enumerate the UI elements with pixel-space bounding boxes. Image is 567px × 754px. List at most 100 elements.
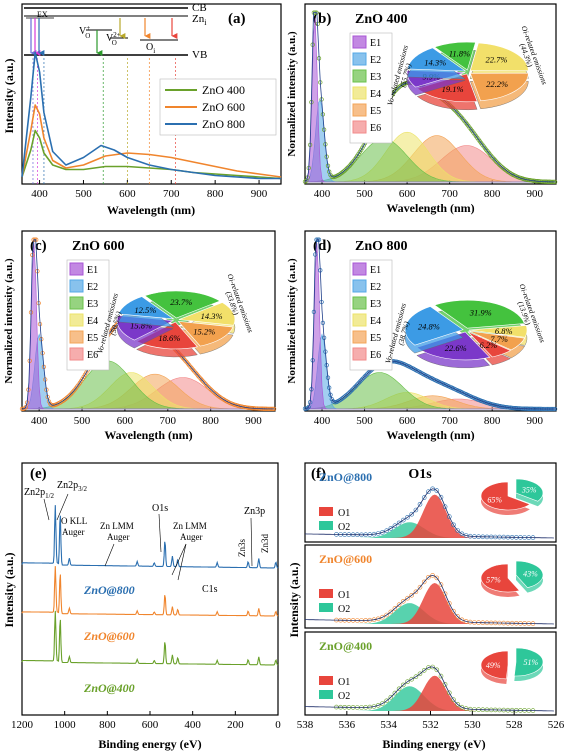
legend-label-pl-c-5: E6 — [87, 350, 98, 361]
f-data-point-0 — [434, 488, 440, 493]
legend-swatch-pl-c-5 — [69, 347, 84, 361]
legend-swatch-pl-c-1 — [69, 279, 84, 293]
f-o1-fill-0 — [305, 494, 556, 538]
legend-label-pl-b-5: E6 — [370, 123, 381, 134]
legend-label-pl-b-0: E1 — [370, 38, 381, 49]
f-data-point-1 — [417, 584, 423, 590]
data-point-pl-c — [211, 389, 216, 395]
data-point-pl-d — [350, 387, 355, 392]
panel-d: (d) ZnO 800 Normalized intensity (a.u.) Wav… — [286, 230, 558, 442]
legend-swatch-pl-b-1 — [352, 52, 367, 66]
pie-slice-pl-d-5 — [404, 306, 464, 346]
x-tick-label-e-6: 0 — [275, 719, 281, 731]
f-data-point-0 — [400, 517, 406, 523]
legend-label-pl-b-2: E3 — [370, 72, 381, 83]
f-envelope-2 — [305, 666, 554, 712]
x-tick-label-f-4: 530 — [464, 719, 481, 731]
data-point-pl-d — [344, 392, 350, 397]
ann-znlmm1: Zn LMM — [100, 521, 134, 531]
f-pie-o1-2 — [480, 650, 509, 680]
legend-label-pl-d-2: E3 — [370, 299, 381, 310]
data-point-pl-b — [346, 164, 351, 170]
data-point-pl-d — [351, 386, 356, 391]
oi-label: Oi — [146, 42, 155, 55]
data-point-pl-c — [207, 386, 212, 391]
data-point-pl-b — [500, 165, 505, 170]
panel-e-series — [21, 505, 279, 666]
xlabel-pl-b: Wavelength (nm) — [386, 201, 474, 215]
data-point-pl-d — [348, 388, 354, 394]
x-tick-label-a-2: 600 — [119, 188, 136, 200]
f-data-point-1 — [430, 573, 435, 578]
ylabel-pl-b: Normalized intensity (a.u.) — [286, 31, 298, 157]
xps-survey-line-0 — [21, 505, 279, 569]
legend-swatch-pl-c-2 — [69, 296, 84, 310]
x-tick-label-pl-d-2: 600 — [399, 415, 416, 427]
legend-swatch-pl-c-0 — [69, 262, 84, 276]
x-tick-label-pl-c-2: 600 — [117, 415, 134, 427]
f-pie-o2-0 — [515, 478, 544, 502]
band-diagram: CB Zni VB EX V+ O V2+ O Oi — [24, 2, 207, 61]
legend-swatch-pl-d-3 — [352, 313, 367, 327]
panel-f-title: O1s — [408, 467, 432, 482]
legend-znO400: ZnO 400 — [202, 83, 245, 97]
pie-value-pl-d-2: 7.7% — [490, 334, 508, 344]
f-data-point-0 — [405, 514, 410, 520]
panel-f-label: (f) — [311, 466, 326, 482]
panel-title-pl-b: ZnO 400 — [355, 12, 408, 27]
f-legend-o2-label-0: O2 — [338, 522, 350, 533]
ann-c1s: C1s — [202, 584, 218, 595]
f-legend-o1-label-2: O1 — [338, 677, 350, 688]
x-tick-label-f-5: 528 — [506, 719, 523, 731]
pie-slice-pl-d-1 — [468, 325, 528, 338]
xps-survey-line-2 — [21, 610, 279, 666]
panel-label-pl-d: (d) — [313, 238, 331, 254]
ann-zn3d: Zn3d — [260, 534, 270, 553]
data-point-pl-b — [498, 163, 503, 168]
data-point-pl-c — [63, 396, 68, 401]
f-data-point-2 — [446, 690, 452, 696]
pie-value-pl-b-2: 22.2% — [486, 79, 508, 89]
pie-value-pl-d-0: 31.9% — [469, 308, 492, 318]
f-legend-o2-swatch-1 — [319, 603, 333, 612]
pie-slice-pl-b-1 — [469, 42, 529, 71]
data-point-pl-c — [80, 376, 85, 382]
data-point-pl-d — [357, 379, 363, 384]
pie-value-pl-d-3: 6.2% — [479, 340, 497, 350]
x-tick-label-pl-b-1: 500 — [356, 188, 373, 200]
panel-a-ylabel: Intensity (a.u.) — [2, 58, 16, 133]
f-frame-1 — [304, 544, 557, 629]
data-point-pl-b — [495, 160, 500, 166]
data-point-pl-c — [67, 393, 72, 398]
data-point-pl-c — [82, 372, 88, 377]
data-point-pl-d — [366, 370, 371, 375]
f-data-point-2 — [392, 690, 398, 696]
x-tick-label-pl-d-5: 900 — [526, 415, 543, 427]
series-line-a-1 — [21, 104, 282, 178]
f-legend-o2-swatch-2 — [319, 690, 333, 699]
f-data-point-1 — [434, 575, 440, 581]
x-tick-label-f-2: 534 — [380, 719, 397, 731]
fit-line-pl-d — [304, 239, 556, 410]
data-point-pl-c — [206, 385, 211, 390]
data-point-pl-c — [66, 394, 71, 399]
f-data-point-1 — [438, 582, 444, 587]
f-data-point-1 — [384, 612, 389, 618]
ann-znlmm2: Zn LMM — [173, 521, 207, 531]
panel-e-label: (e) — [30, 466, 47, 482]
f-pie-o1-0 — [480, 481, 531, 511]
legend-label-pl-c-3: E4 — [87, 316, 98, 327]
pie-slice-pl-c-1 — [178, 302, 236, 326]
f-data-point-1 — [375, 616, 381, 622]
ann-zn3s: Zn3s — [237, 539, 247, 557]
f-data-point-2 — [388, 694, 394, 700]
pie-slice-pl-d-2 — [468, 330, 526, 351]
f-data-point-0 — [409, 511, 415, 517]
pie-slice-pl-d-0 — [433, 299, 525, 329]
x-tick-label-pl-c-0: 400 — [31, 415, 48, 427]
ann-znlmm2-2: Auger — [180, 532, 203, 542]
f-data-point-1 — [396, 602, 402, 608]
x-tick-label-pl-d-4: 800 — [484, 415, 501, 427]
